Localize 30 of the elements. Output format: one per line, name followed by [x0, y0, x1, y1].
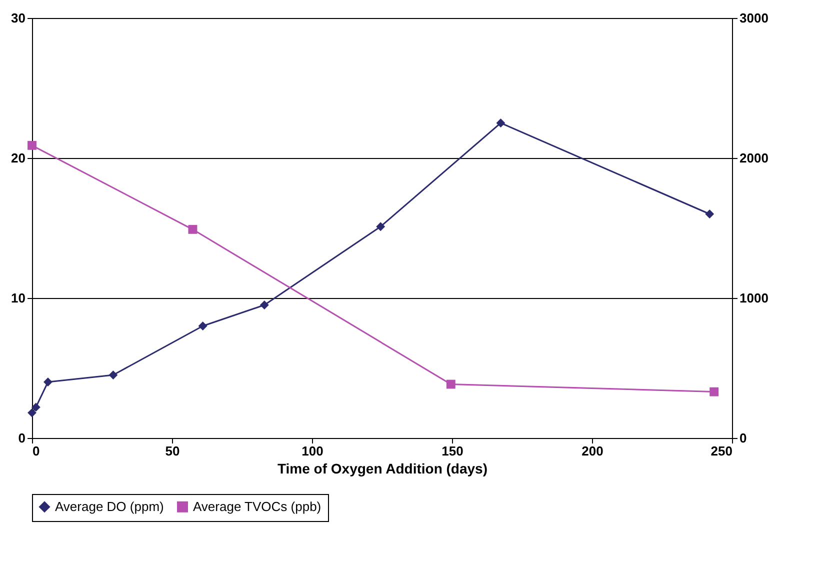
- x-tick-label: 0: [32, 444, 40, 458]
- legend-label: Average TVOCs (ppb): [193, 498, 322, 514]
- x-tick-label: 200: [582, 444, 604, 458]
- point: [376, 222, 386, 232]
- point: [28, 140, 36, 150]
- point: [108, 370, 118, 380]
- point: [710, 387, 719, 396]
- y2-tick-label: 1000: [740, 290, 768, 306]
- point: [28, 408, 36, 418]
- x-tick-label: 150: [442, 444, 464, 458]
- x-tick-label: 100: [302, 444, 324, 458]
- point: [188, 224, 198, 234]
- y-tick-label: 10: [11, 290, 26, 306]
- y-tick-label: 30: [11, 10, 26, 26]
- y2-tick-label: 0: [740, 430, 747, 446]
- y-tick-label: 0: [18, 430, 26, 446]
- point: [705, 210, 714, 218]
- y-tick-label: 20: [11, 150, 26, 166]
- point: [43, 378, 52, 386]
- point: [260, 300, 269, 310]
- point: [198, 322, 208, 330]
- x-tick-label: 250: [710, 444, 732, 458]
- legend-label: Average DO (ppm): [55, 498, 164, 514]
- x-axis-title: Time of Oxygen Addition (days): [277, 460, 488, 476]
- y2-tick-label: 2000: [740, 150, 768, 166]
- x-tick-label: 50: [165, 444, 180, 458]
- point: [446, 380, 456, 389]
- point: [31, 402, 40, 412]
- y2-tick-label: 3000: [740, 10, 768, 26]
- point: [496, 118, 506, 128]
